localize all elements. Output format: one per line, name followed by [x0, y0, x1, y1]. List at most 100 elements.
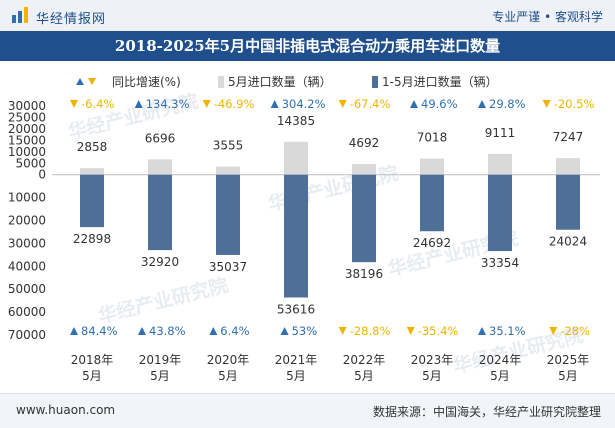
bar-month [284, 141, 308, 175]
y-tick-label: 15000 [8, 133, 46, 147]
growth-cumulative-label: 6.4% [220, 324, 249, 338]
growth-cumulative-label: 35.1% [489, 324, 526, 338]
data-label-cumulative: 35037 [209, 260, 247, 274]
legend-up-triangle-icon [76, 78, 84, 85]
y-tick-label: 50000 [8, 282, 46, 296]
watermark-text: 华经产业研究院 [96, 273, 231, 327]
bar-cumulative [216, 174, 240, 255]
x-tick-label: 2020年 5月 [207, 353, 250, 383]
growth-month-up-arrow-icon [270, 100, 279, 108]
x-tick-label: 2019年 5月 [139, 353, 182, 383]
x-tick-label: 2021年 5月 [275, 353, 318, 383]
data-label-month: 3555 [213, 139, 244, 153]
bar-month [488, 153, 512, 175]
data-label-cumulative: 22898 [73, 232, 111, 246]
growth-cumulative-label: 53% [292, 324, 318, 338]
growth-month-down-arrow-icon [542, 100, 551, 108]
y-tick-label: 70000 [8, 328, 46, 342]
growth-month-label: -6.4% [81, 97, 114, 111]
data-label-cumulative: 32920 [141, 255, 179, 269]
growth-month-down-arrow-icon [70, 100, 78, 108]
data-label-month: 6696 [145, 131, 176, 145]
x-tick-label: 2024年 5月 [479, 353, 522, 383]
x-tick-label: 2022年 5月 [343, 353, 386, 383]
growth-month-up-arrow-icon [478, 100, 486, 108]
y-tick-label: 10000 [8, 145, 46, 159]
data-label-cumulative: 24024 [549, 235, 587, 249]
bar-month [216, 166, 240, 175]
growth-cumulative-label: -28% [560, 324, 590, 338]
bar-month [420, 158, 444, 175]
growth-cumulative-label: 43.8% [149, 324, 186, 338]
brand-logo-icon [12, 7, 28, 23]
legend-swatch-cumulative [372, 76, 378, 88]
data-label-month: 9111 [485, 126, 516, 140]
data-label-cumulative: 38196 [345, 267, 383, 281]
y-tick-label: 0 [38, 168, 46, 182]
legend: 同比增速(%) 5月进口数量（辆） 1-5月进口数量（辆） [76, 74, 498, 89]
y-tick-label: 5000 [15, 156, 46, 170]
x-tick-year: 2022年 [343, 353, 386, 367]
bar-cumulative [420, 174, 444, 232]
x-tick-month: 5月 [422, 369, 442, 383]
growth-cumulative-up-arrow-icon [138, 327, 146, 335]
x-tick-year: 2025年 [547, 353, 590, 367]
growth-month-up-arrow-icon [134, 100, 143, 108]
top-bar: 华经情报网 专业严谨 • 客观科学 [0, 0, 615, 32]
data-label-cumulative: 33354 [481, 256, 519, 270]
legend-down-triangle-icon [88, 78, 96, 85]
x-tick-month: 5月 [82, 369, 102, 383]
brand-name[interactable]: 华经情报网 [36, 12, 107, 27]
bar-month [80, 168, 104, 175]
data-label-cumulative: 24692 [413, 236, 451, 250]
growth-cumulative-up-arrow-icon [209, 327, 218, 335]
chart-title: 2018-2025年5月中国非插电式混合动力乘用车进口数量 [0, 31, 615, 61]
data-label-month: 14385 [277, 114, 315, 128]
x-tick-month: 5月 [354, 369, 374, 383]
data-label-month: 2858 [77, 140, 108, 154]
x-tick-year: 2024年 [479, 353, 522, 367]
growth-cumulative-label: -35.4% [418, 324, 459, 338]
bar-cumulative [488, 174, 512, 252]
growth-month-up-arrow-icon [410, 100, 418, 108]
x-tick-month: 5月 [558, 369, 578, 383]
y-tick-label: 20000 [8, 122, 46, 136]
growth-month-label: 49.6% [421, 97, 458, 111]
bar-series [80, 141, 580, 298]
legend-swatch-month [218, 76, 224, 88]
x-tick-year: 2020年 [207, 353, 250, 367]
growth-month-down-arrow-icon [338, 100, 347, 108]
y-tick-label: 20000 [8, 214, 46, 228]
growth-cumulative-down-arrow-icon [406, 327, 415, 335]
x-tick-year: 2021年 [275, 353, 318, 367]
growth-month-down-arrow-icon [202, 100, 211, 108]
y-tick-label: 40000 [8, 259, 46, 273]
bar-month [148, 159, 172, 175]
y-tick-label: 30000 [8, 99, 46, 113]
x-tick-month: 5月 [286, 369, 306, 383]
bar-cumulative [80, 174, 104, 228]
growth-labels: -6.4% 134.3% -46.9% 304.2% -67.4% 49.6% 29.8% -… [70, 97, 594, 338]
growth-month-label: -67.4% [350, 97, 391, 111]
data-label-month: 7247 [553, 130, 584, 144]
growth-month-label: -46.9% [214, 97, 255, 111]
growth-cumulative-label: 84.4% [81, 324, 118, 338]
data-label-cumulative: 53616 [277, 302, 315, 316]
bar-cumulative [352, 174, 376, 263]
x-tick-label: 2025年 5月 [547, 353, 590, 383]
x-tick-label: 2018年 5月 [71, 353, 114, 383]
legend-label-cumulative: 1-5月进口数量（辆） [382, 74, 498, 89]
data-labels: 2858 22898 6696 32920 3555 35037 14385 53616 469… [73, 114, 587, 317]
growth-cumulative-up-arrow-icon [280, 327, 289, 335]
site-link[interactable]: www.huaon.com [16, 403, 116, 417]
y-tick-label: 60000 [8, 305, 46, 319]
x-tick-year: 2018年 [71, 353, 114, 367]
data-label-month: 7018 [417, 131, 448, 145]
data-label-month: 4692 [349, 136, 380, 150]
x-tick-year: 2023年 [411, 353, 454, 367]
growth-cumulative-up-arrow-icon [70, 327, 78, 335]
x-tick-year: 2019年 [139, 353, 182, 367]
x-tick-month: 5月 [490, 369, 510, 383]
growth-cumulative-label: -28.8% [350, 324, 391, 338]
